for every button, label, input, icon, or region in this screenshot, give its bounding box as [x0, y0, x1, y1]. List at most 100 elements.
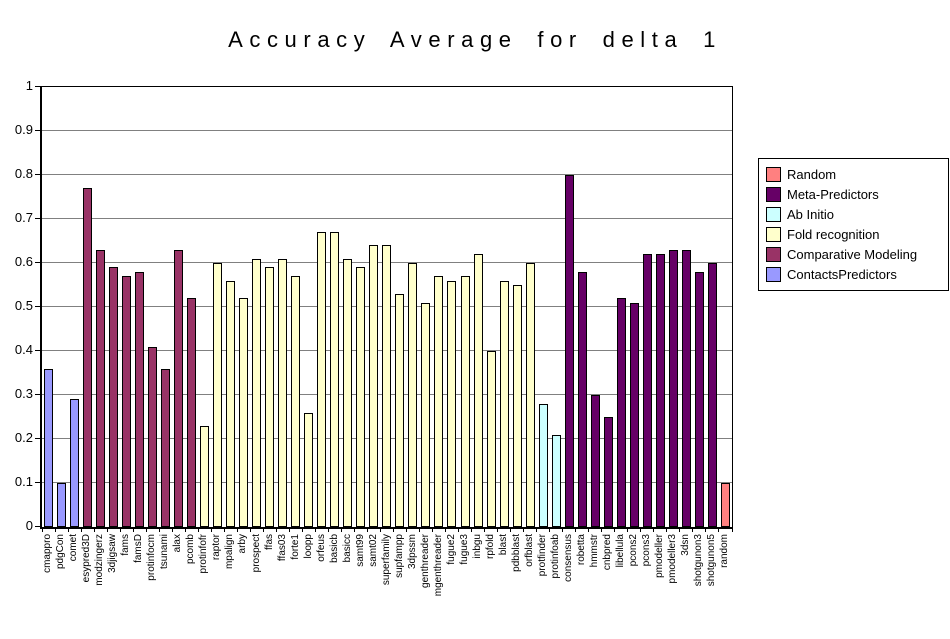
x-axis-label-tsunami: tsunami — [159, 534, 171, 570]
legend-item: Ab Initio — [766, 207, 936, 222]
x-label-slot: blast — [498, 534, 511, 637]
x-axis-label-3dsn: 3dsn — [680, 534, 692, 556]
x-axis-label-robetta: robetta — [575, 534, 587, 566]
bar-3dpssm — [408, 263, 418, 527]
x-label-slot: pdbblast — [511, 534, 524, 637]
bar-protinfoab — [551, 434, 561, 527]
bar-slot — [55, 87, 68, 527]
x-label-slot: esypred3D — [81, 534, 94, 637]
x-label-slot: protinfoab — [550, 534, 563, 637]
x-label-slot: mgenthreader — [432, 534, 445, 637]
bar-slot — [393, 87, 406, 527]
x-label-slot: fams — [120, 534, 133, 637]
x-axis-tick — [67, 528, 69, 532]
x-axis-tick — [353, 528, 355, 532]
x-axis-label-ffas: ffas — [263, 534, 275, 550]
legend-swatch-Fold recognition — [766, 227, 781, 242]
bar-slot — [211, 87, 224, 527]
bar-slot — [341, 87, 354, 527]
x-axis-tick — [705, 528, 707, 532]
x-axis-tick — [158, 528, 160, 532]
bar-slot — [250, 87, 263, 527]
bar-slot — [550, 87, 563, 527]
legend-label: Random — [787, 167, 837, 182]
x-axis-tick — [445, 528, 447, 532]
bar-famsD — [135, 271, 145, 527]
y-axis-label: 0.7 — [14, 210, 33, 225]
y-axis-tick — [35, 526, 40, 527]
x-label-slot: consensus — [563, 534, 576, 637]
y-axis-label: 0.8 — [14, 166, 33, 181]
x-axis-label-genthreader: genthreader — [419, 534, 431, 588]
bar-slot — [120, 87, 133, 527]
x-label-slot: ffas03 — [276, 534, 289, 637]
x-axis-tick — [288, 528, 290, 532]
x-axis-tick — [692, 528, 694, 532]
x-label-slot: pcons2 — [628, 534, 641, 637]
x-axis-label-comet: comet — [68, 534, 80, 562]
bar-slot — [563, 87, 576, 527]
bar-slot — [198, 87, 211, 527]
bar-modzingerz — [96, 249, 106, 527]
bar-fams — [122, 276, 132, 527]
y-axis-label: 0.2 — [14, 430, 33, 445]
y-axis-tick — [35, 350, 40, 351]
bar-slot — [537, 87, 550, 527]
x-axis-label-esypred3D: esypred3D — [81, 534, 93, 583]
bar-protfinder — [538, 403, 548, 527]
bar-pcomb — [187, 298, 197, 527]
x-axis-tick — [93, 528, 95, 532]
x-label-slot: fugue2 — [445, 534, 458, 637]
x-axis-label-pmodeller: pmodeller — [653, 534, 665, 578]
x-label-slot: mpalign — [224, 534, 237, 637]
x-label-slot: orfeus — [315, 534, 328, 637]
x-label-slot: robetta — [576, 534, 589, 637]
x-axis-label-3djigsaw: 3djigsaw — [107, 534, 119, 573]
x-axis-label-basicb: basicb — [328, 534, 340, 563]
x-label-slot: 3djigsaw — [107, 534, 120, 637]
x-axis-tick — [262, 528, 264, 532]
x-axis-label-consensus: consensus — [562, 534, 574, 582]
bar-fugue3 — [460, 276, 470, 527]
bar-slot — [589, 87, 602, 527]
x-axis-label-samt99: samt99 — [354, 534, 366, 567]
bar-slot — [94, 87, 107, 527]
bar-alax — [174, 249, 184, 527]
x-axis-tick — [80, 528, 82, 532]
bar-protinfofr — [200, 425, 210, 527]
x-label-slot: loopp — [302, 534, 315, 637]
x-axis-label-fugue3: fugue3 — [458, 534, 470, 565]
x-label-slot: alax — [172, 534, 185, 637]
bar-protinfocm — [148, 346, 158, 527]
x-axis-tick — [484, 528, 486, 532]
y-axis-tick — [35, 86, 40, 87]
legend-label: Ab Initio — [787, 207, 834, 222]
x-axis-label-famsD: famsD — [133, 534, 145, 563]
x-axis-tick — [679, 528, 681, 532]
x-label-slot: orfblast — [524, 534, 537, 637]
bar-slot — [133, 87, 146, 527]
x-axis-tick — [523, 528, 525, 532]
x-axis-tick — [366, 528, 368, 532]
bar-random — [720, 483, 730, 527]
y-axis-tick — [35, 262, 40, 263]
x-axis-tick — [301, 528, 303, 532]
bar-slot — [511, 87, 524, 527]
x-axis-label-mpalign: mpalign — [224, 534, 236, 570]
y-axis-label: 0 — [25, 518, 33, 533]
legend-label: Comparative Modeling — [787, 247, 918, 262]
bar-hmmstr — [590, 395, 600, 527]
y-axis-tick — [35, 130, 40, 131]
bar-slot — [237, 87, 250, 527]
x-axis-tick — [145, 528, 147, 532]
bar-supfampp — [395, 293, 405, 527]
bar-slot — [472, 87, 485, 527]
x-axis-label-protfinder: protfinder — [536, 534, 548, 577]
bar-slot — [367, 87, 380, 527]
x-axis-label-pdbblast: pdbblast — [510, 534, 522, 572]
x-label-slot: ffas — [263, 534, 276, 637]
bar-slot — [719, 87, 732, 527]
x-axis-label-hmmstr: hmmstr — [588, 534, 600, 568]
x-axis-label-forte1: forte1 — [289, 534, 301, 560]
bar-mpalign — [226, 280, 236, 527]
